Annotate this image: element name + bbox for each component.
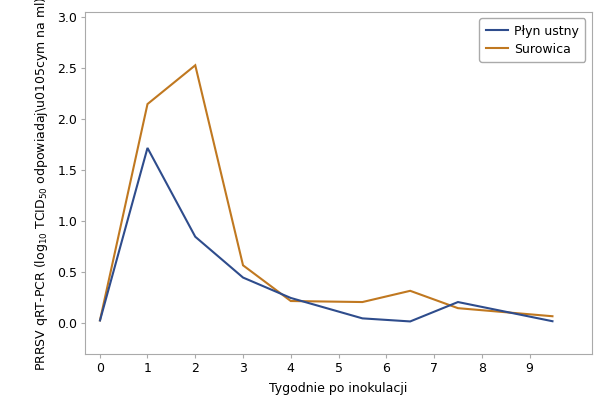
Surowica: [406, 289, 414, 293]
Surowica: [96, 319, 103, 324]
X-axis label: Tygodnie po inokulacji: Tygodnie po inokulacji: [270, 382, 407, 395]
Płyn ustny: [239, 275, 246, 280]
Surowica: [359, 300, 366, 304]
Płyn ustny: [550, 319, 557, 324]
Line: Płyn ustny: Płyn ustny: [99, 148, 553, 322]
Surowica: [192, 63, 199, 68]
Surowica: [239, 263, 246, 268]
Płyn ustny: [96, 319, 103, 324]
Surowica: [144, 102, 151, 107]
Surowica: [454, 306, 462, 311]
Y-axis label: PRRSV qRT-PCR (log$_{10}$ TCID$_{50}$ odpowiadaj\u0105cym na ml): PRRSV qRT-PCR (log$_{10}$ TCID$_{50}$ od…: [33, 0, 50, 370]
Line: Surowica: Surowica: [99, 65, 553, 322]
Płyn ustny: [192, 234, 199, 239]
Legend: Płyn ustny, Surowica: Płyn ustny, Surowica: [479, 18, 586, 62]
Płyn ustny: [359, 316, 366, 321]
Surowica: [550, 314, 557, 319]
Surowica: [287, 299, 295, 304]
Płyn ustny: [454, 300, 462, 304]
Płyn ustny: [144, 145, 151, 150]
Płyn ustny: [406, 319, 414, 324]
Płyn ustny: [287, 295, 295, 300]
